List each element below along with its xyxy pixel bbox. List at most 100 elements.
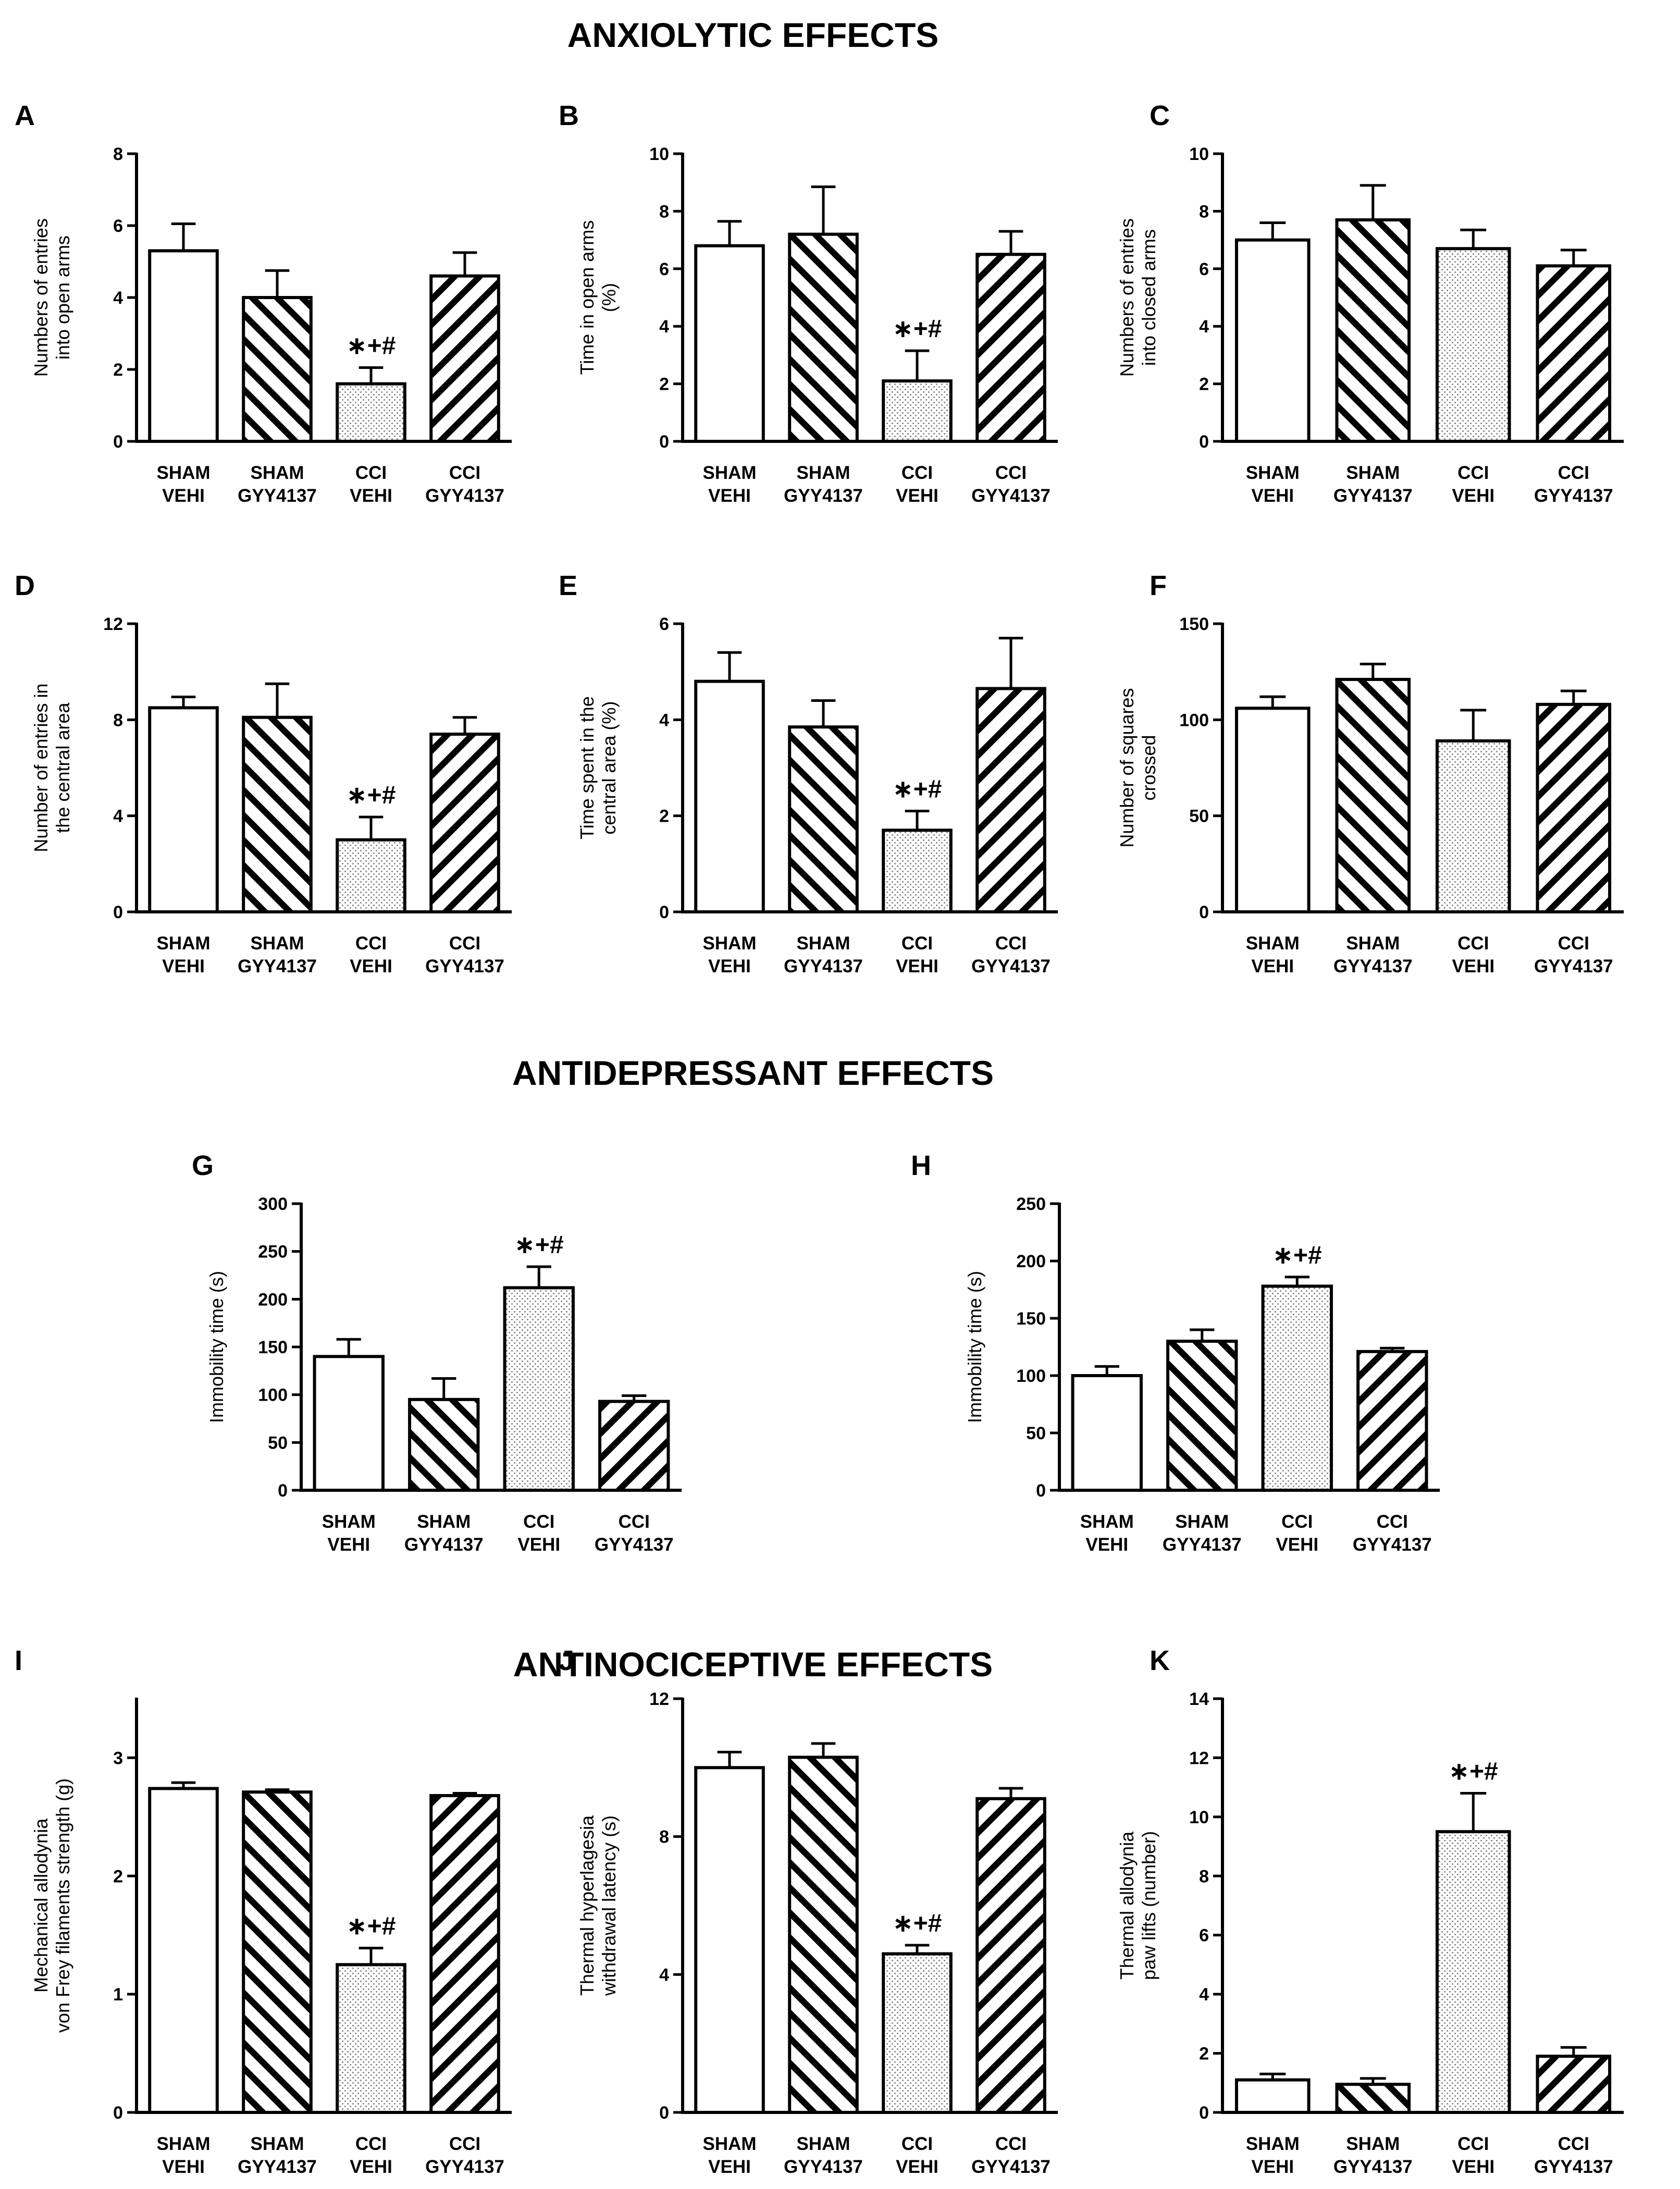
y-tick-label-e-3: 6 [659,614,669,634]
chart-panel-d: D 0 4 8 12 Number of entries in the central ar… [15,570,512,976]
y-tick-label-h-1: 50 [1026,1424,1046,1443]
x-label-i-0-line2: VEHI [162,2157,205,2177]
y-axis-label-j-0: Thermal hyperlagesia [576,1815,598,1996]
significance-e: ∗+# [893,775,942,803]
x-label-h-1-line1: SHAM [1175,1512,1229,1532]
x-label-a-3-line1: CCI [449,463,480,483]
bar-c-2 [1435,247,1511,443]
x-label-h-1-line2: GYY4137 [1163,1535,1242,1555]
x-label-c-2-line1: CCI [1457,463,1489,483]
bar-b-2 [882,379,953,443]
panel-letter-i: I [15,1645,22,1676]
x-label-a-0-line2: VEHI [162,486,205,506]
y-tick-label-k-4: 8 [1199,1866,1209,1886]
x-label-i-2-line2: VEHI [350,2157,392,2177]
x-label-e-1-line2: GYY4137 [784,956,863,976]
x-label-k-3-line2: GYY4137 [1534,2157,1613,2177]
y-tick-label-c-2: 4 [1199,317,1209,337]
bar-d-0 [148,706,219,913]
bar-a-2 [336,382,406,443]
x-label-k-3-line1: CCI [1558,2134,1589,2154]
x-label-f-3-line2: GYY4137 [1534,956,1613,976]
bar-f-2 [1435,739,1511,914]
y-tick-label-d-1: 4 [113,807,123,826]
y-tick-label-g-6: 300 [258,1194,288,1214]
bar-j-2 [882,1952,953,2114]
bar-i-3 [429,1794,500,2114]
bar-d-1 [242,715,313,913]
x-label-e-0-line1: SHAM [702,933,756,954]
y-tick-label-i-1: 1 [113,1985,123,2005]
panel-letter-f: F [1150,570,1167,601]
bar-g-3 [598,1400,670,1492]
x-label-e-3-line1: CCI [995,933,1027,954]
x-label-c-3-line1: CCI [1558,463,1589,483]
significance-a: ∗+# [347,332,396,360]
y-tick-label-h-2: 100 [1016,1366,1046,1386]
y-tick-label-a-3: 6 [113,216,123,236]
chart-panel-b: B 0 2 4 6 8 10 Time in open arms (%) SHAM VEHI SHAM… [559,100,1058,506]
y-tick-label-b-1: 2 [659,375,669,394]
x-label-b-2-line1: CCI [901,463,933,483]
chart-panel-e: E 0 2 4 6 Time spent in the central area (%) SH… [559,570,1058,976]
y-tick-label-h-5: 250 [1016,1194,1046,1214]
bar-f-1 [1335,677,1411,913]
bar-k-1 [1335,2083,1411,2114]
y-tick-label-c-0: 0 [1199,432,1209,452]
chart-panel-i: I 0 1 2 3 Mechanical allodynia von Frey filame… [15,1645,512,2177]
x-label-i-2-line1: CCI [355,2134,387,2154]
x-label-a-2-line1: CCI [355,463,387,483]
x-label-c-0-line2: VEHI [1251,486,1294,506]
y-tick-label-f-1: 50 [1189,807,1209,826]
y-tick-label-c-3: 6 [1199,259,1209,279]
significance-d: ∗+# [347,782,396,809]
section-title-antidepressant: ANTIDEPRESSANT EFFECTS [512,1054,994,1092]
y-axis-label-h-0: Immobility time (s) [964,1271,985,1423]
y-axis-label-d-1: the central area [52,702,73,833]
bar-k-0 [1234,2078,1311,2114]
bar-h-0 [1071,1374,1143,1492]
chart-panel-h: H 0 50 100 150 200 250 Immobility time (s) SHAM V… [911,1150,1440,1555]
x-label-e-2-line2: VEHI [896,956,938,976]
x-label-c-0-line1: SHAM [1246,463,1300,483]
panel-letter-j: J [559,1645,574,1676]
significance-j: ∗+# [893,1910,942,1937]
significance-k: ∗+# [1449,1758,1498,1785]
bar-a-1 [242,296,313,443]
significance-g: ∗+# [514,1231,564,1259]
bar-e-1 [788,725,859,913]
panel-letter-e: E [559,570,577,601]
x-label-k-0-line1: SHAM [1246,2134,1300,2154]
x-label-j-1-line2: GYY4137 [784,2157,863,2177]
x-label-h-0-line2: VEHI [1085,1535,1128,1555]
x-label-f-3-line1: CCI [1558,933,1589,954]
bar-k-3 [1536,2055,1612,2114]
bar-g-0 [313,1355,385,1492]
y-tick-label-c-4: 8 [1199,202,1209,221]
x-label-g-3-line1: CCI [619,1512,650,1532]
x-label-a-3-line2: GYY4137 [425,486,504,506]
x-label-c-3-line2: GYY4137 [1534,486,1613,506]
y-axis-label-b-1: (%) [598,283,620,312]
y-tick-label-k-6: 12 [1189,1748,1209,1768]
y-tick-label-g-4: 200 [258,1290,288,1309]
y-axis-label-k-0: Thermal allodynia [1116,1831,1138,1980]
bar-e-3 [975,687,1046,914]
y-tick-label-c-1: 2 [1199,375,1209,394]
bar-k-2 [1435,1830,1511,2114]
x-label-k-1-line2: GYY4137 [1333,2157,1413,2177]
y-axis-label-a-1: into open arms [52,236,73,360]
y-tick-label-d-0: 0 [113,902,123,922]
panel-letter-d: D [15,570,35,601]
y-tick-label-d-3: 12 [103,614,123,634]
x-label-b-3-line1: CCI [995,463,1027,483]
y-axis-label-k-1: paw lifts (number) [1138,1831,1159,1980]
chart-panel-c: C 0 2 4 6 8 10 Numbers of entries into closed ar… [1116,100,1624,506]
y-axis-label-i-0: Mechanical allodynia [30,1818,52,1993]
bar-d-2 [336,838,406,913]
bar-h-3 [1356,1350,1428,1492]
chart-panel-k: K 0 2 4 6 8 10 12 14 Thermal allodynia paw lifts (… [1116,1645,1624,2177]
y-tick-label-f-0: 0 [1199,902,1209,922]
